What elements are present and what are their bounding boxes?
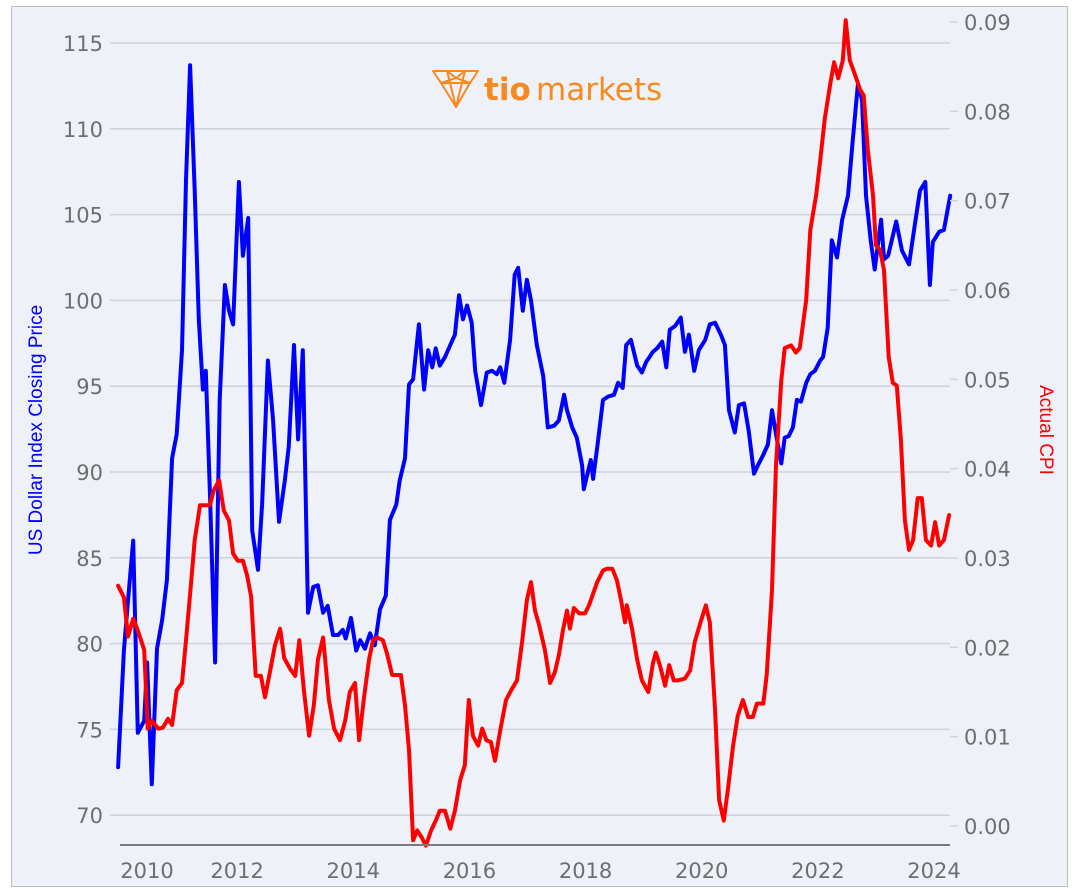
right-tick-label: 0.00 — [964, 815, 1011, 839]
left-tick-label: 80 — [76, 633, 103, 657]
gridlines — [110, 42, 950, 816]
x-tick-label: 2018 — [559, 859, 612, 883]
left-tick-label: 105 — [63, 204, 103, 228]
left-tick-label: 100 — [63, 289, 103, 313]
x-tick-label: 2020 — [675, 859, 728, 883]
x-axis-ticks: 2010 2012 2014 2016 2018 2020 2022 2024 — [120, 859, 960, 883]
x-tick-label: 2022 — [791, 859, 844, 883]
series-line-cpi — [116, 18, 952, 848]
logo: tio markets — [432, 70, 662, 108]
logo-diamond-icon — [432, 70, 479, 108]
right-axis-ticks: 0.00 0.01 0.02 0.03 0.04 0.05 0.06 0.07 0.08 0.09 — [950, 11, 1011, 839]
left-tick-label: 95 — [76, 375, 103, 399]
left-tick-label: 85 — [76, 547, 103, 571]
right-tick-label: 0.07 — [964, 190, 1011, 214]
right-tick-label: 0.03 — [964, 547, 1011, 571]
x-tick-label: 2014 — [327, 859, 380, 883]
right-tick-label: 0.02 — [964, 636, 1011, 660]
logo-text-light: markets — [536, 72, 662, 108]
left-tick-label: 75 — [76, 718, 103, 742]
right-tick-label: 0.01 — [964, 726, 1011, 750]
right-tick-label: 0.06 — [964, 279, 1011, 303]
left-axis-title: US Dollar Index Closing Price — [26, 305, 47, 555]
x-tick-label: 2016 — [443, 859, 496, 883]
series-line-usd-index — [116, 63, 953, 787]
right-tick-label: 0.05 — [964, 368, 1011, 392]
right-tick-label: 0.08 — [964, 100, 1011, 124]
series-lines — [116, 18, 953, 848]
right-tick-label: 0.04 — [964, 458, 1011, 482]
right-axis-title: Actual CPI — [1035, 385, 1056, 475]
right-tick-label: 0.09 — [964, 11, 1011, 35]
x-tick-label: 2010 — [120, 859, 173, 883]
logo-text-bold: tio — [484, 72, 531, 108]
left-tick-label: 110 — [63, 118, 103, 142]
left-axis-ticks: 70 75 80 85 90 95 100 105 110 115 — [63, 32, 103, 828]
x-tick-label: 2012 — [210, 859, 263, 883]
left-tick-label: 90 — [76, 461, 103, 485]
left-tick-label: 115 — [63, 32, 103, 56]
left-tick-label: 70 — [76, 804, 103, 828]
x-tick-label: 2024 — [907, 859, 960, 883]
